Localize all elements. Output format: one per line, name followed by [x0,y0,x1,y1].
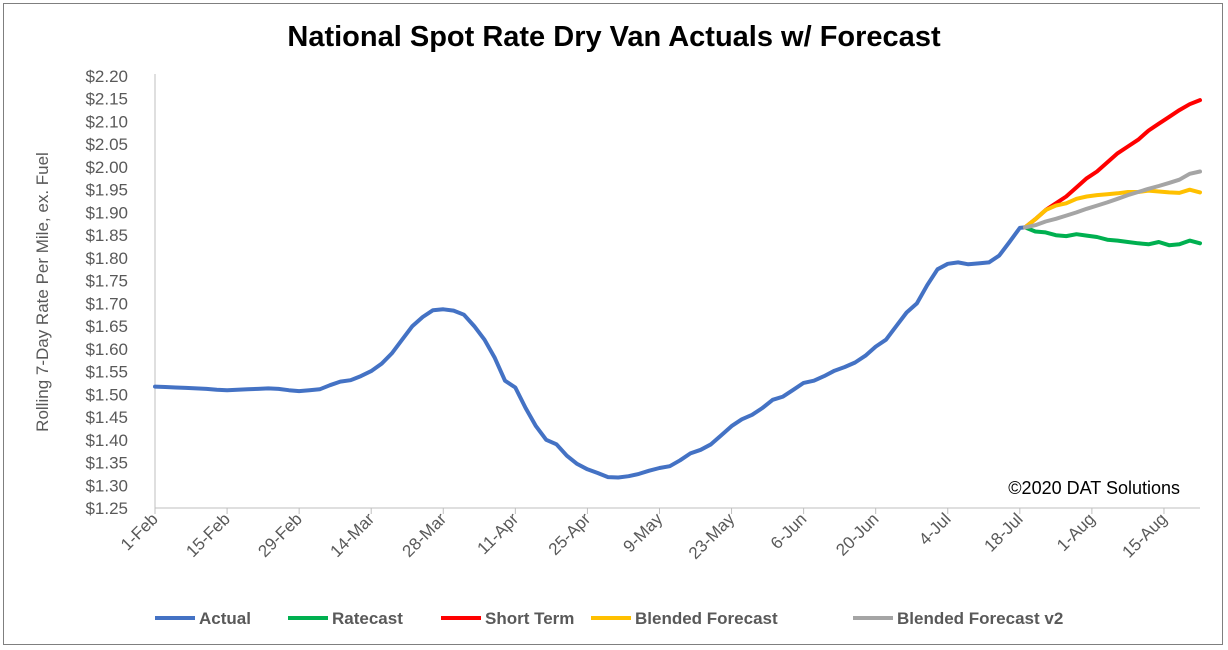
x-tick-label: 15-Aug [1119,509,1171,561]
legend-label-blended-forecast: Blended Forecast [635,609,778,628]
x-tick-label: 29-Feb [254,509,306,561]
y-tick-label: $1.35 [85,454,128,473]
legend: Actual Ratecast Short Term Blended Forecast… [155,609,1063,628]
y-tick-label: $1.60 [85,340,128,359]
y-tick-label: $2.05 [85,135,128,154]
y-tick-label: $1.90 [85,203,128,222]
legend-label-ratecast: Ratecast [332,609,403,628]
axis-lines [154,74,1200,509]
chart-frame [3,3,1223,645]
y-tick-label: $1.45 [85,408,128,427]
y-axis-title: Rolling 7-Day Rate Per Mile, ex. Fuel [33,152,52,432]
y-tick-label: $2.10 [85,112,128,131]
plot-area [153,98,1202,480]
x-tick-label: 9-May [619,509,666,556]
y-tick-label: $1.40 [85,431,128,450]
x-axis: 1-Feb 15-Feb 29-Feb 14-Mar 28-Mar 11-Apr 25-Ap… [117,508,1171,563]
x-tick-label: 20-Jun [832,509,882,559]
y-tick-label: $1.70 [85,294,128,313]
legend-label-short-term: Short Term [485,609,574,628]
copyright-annotation: ©2020 DAT Solutions [1008,478,1180,498]
y-tick-label: $1.80 [85,249,128,268]
y-axis: $1.25 $1.30 $1.35 $1.40 $1.45 $1.50 $1.55 $1.60… [85,67,128,518]
legend-label-actual: Actual [199,609,251,628]
series-line-ratecast [1023,225,1202,248]
y-tick-label: $1.75 [85,272,128,291]
y-tick-label: $2.15 [85,90,128,109]
x-tick-label: 18-Jul [980,509,1026,555]
x-tick-label: 15-Feb [182,509,234,561]
series-line-blended-forecast [1023,187,1202,230]
x-tick-label: 23-May [685,509,739,563]
x-tick-label: 1-Aug [1053,509,1099,555]
legend-label-blended-forecast-v2: Blended Forecast v2 [897,609,1063,628]
x-tick-label: 11-Apr [474,509,523,558]
y-tick-label: $1.95 [85,181,128,200]
y-tick-label: $1.85 [85,226,128,245]
x-tick-label: 6-Jun [767,509,811,553]
y-tick-label: $1.55 [85,363,128,382]
x-tick-label: 25-Apr [545,509,595,559]
series-line-blended-forecast-v2 [1023,169,1202,230]
series-line-actual [153,225,1027,480]
y-tick-label: $1.25 [85,499,128,518]
x-tick-label: 4-Jul [915,509,954,548]
y-tick-label: $1.50 [85,385,128,404]
y-tick-label: $2.00 [85,158,128,177]
x-tick-label: 28-Mar [399,509,451,561]
y-tick-label: $1.65 [85,317,128,336]
y-tick-label: $1.30 [85,476,128,495]
chart-title: National Spot Rate Dry Van Actuals w/ Fo… [287,21,941,53]
y-tick-label: $2.20 [85,67,128,86]
x-tick-label: 14-Mar [327,509,379,561]
